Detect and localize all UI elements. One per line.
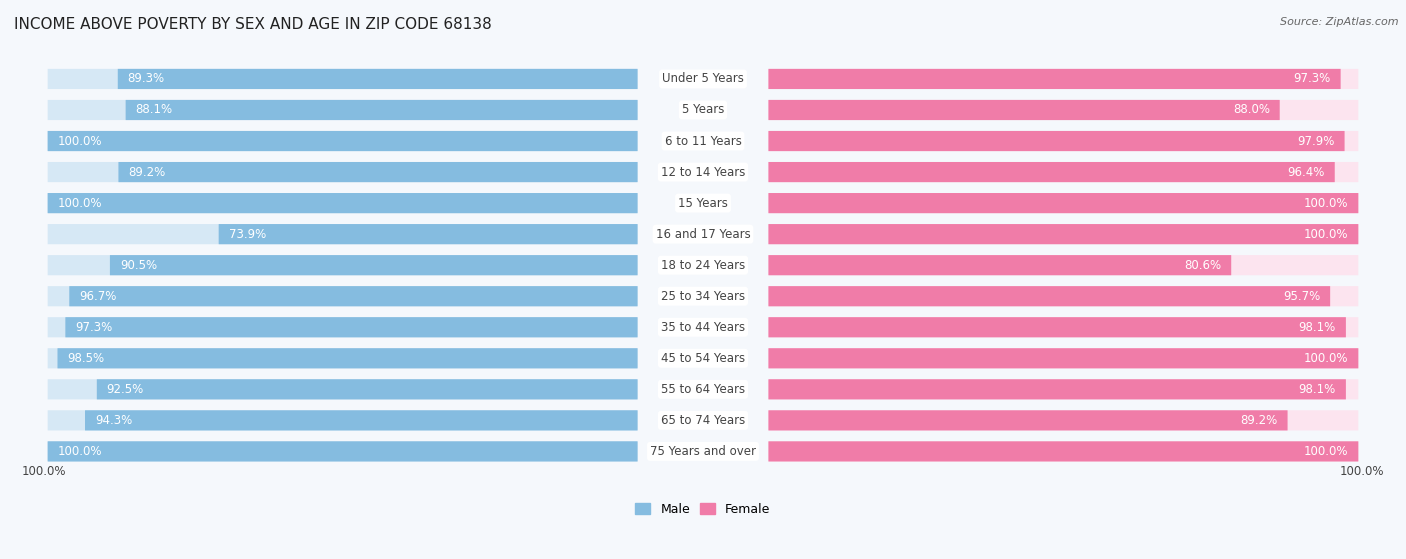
Text: 88.1%: 88.1% <box>135 103 173 116</box>
FancyBboxPatch shape <box>48 410 637 430</box>
FancyBboxPatch shape <box>769 100 1358 120</box>
Text: 97.3%: 97.3% <box>1294 73 1330 86</box>
Text: 100.0%: 100.0% <box>58 197 103 210</box>
FancyBboxPatch shape <box>48 162 637 182</box>
Text: INCOME ABOVE POVERTY BY SEX AND AGE IN ZIP CODE 68138: INCOME ABOVE POVERTY BY SEX AND AGE IN Z… <box>14 17 492 32</box>
FancyBboxPatch shape <box>769 69 1358 89</box>
FancyBboxPatch shape <box>48 100 637 120</box>
FancyBboxPatch shape <box>48 193 637 213</box>
Text: 5 Years: 5 Years <box>682 103 724 116</box>
FancyBboxPatch shape <box>118 162 637 182</box>
FancyBboxPatch shape <box>769 348 1358 368</box>
Text: 75 Years and over: 75 Years and over <box>650 445 756 458</box>
Text: 73.9%: 73.9% <box>229 228 266 240</box>
FancyBboxPatch shape <box>48 69 637 89</box>
Text: Under 5 Years: Under 5 Years <box>662 73 744 86</box>
Text: 100.0%: 100.0% <box>58 445 103 458</box>
FancyBboxPatch shape <box>97 379 637 400</box>
Text: 89.2%: 89.2% <box>128 165 166 178</box>
FancyBboxPatch shape <box>769 379 1358 400</box>
FancyBboxPatch shape <box>48 441 637 462</box>
FancyBboxPatch shape <box>769 100 1279 120</box>
Text: 55 to 64 Years: 55 to 64 Years <box>661 383 745 396</box>
FancyBboxPatch shape <box>769 317 1358 337</box>
Text: 18 to 24 Years: 18 to 24 Years <box>661 259 745 272</box>
Text: 100.0%: 100.0% <box>1303 352 1348 365</box>
Text: 16 and 17 Years: 16 and 17 Years <box>655 228 751 240</box>
FancyBboxPatch shape <box>769 379 1346 400</box>
FancyBboxPatch shape <box>48 131 637 151</box>
FancyBboxPatch shape <box>769 348 1358 368</box>
Text: 6 to 11 Years: 6 to 11 Years <box>665 135 741 148</box>
Text: 100.0%: 100.0% <box>1303 445 1348 458</box>
Text: Source: ZipAtlas.com: Source: ZipAtlas.com <box>1281 17 1399 27</box>
FancyBboxPatch shape <box>110 255 637 275</box>
Text: 25 to 34 Years: 25 to 34 Years <box>661 290 745 303</box>
FancyBboxPatch shape <box>769 410 1358 430</box>
Text: 89.3%: 89.3% <box>128 73 165 86</box>
FancyBboxPatch shape <box>58 348 637 368</box>
Text: 98.1%: 98.1% <box>1299 321 1336 334</box>
FancyBboxPatch shape <box>48 131 637 151</box>
FancyBboxPatch shape <box>48 286 637 306</box>
FancyBboxPatch shape <box>769 131 1344 151</box>
Text: 100.0%: 100.0% <box>1340 465 1385 478</box>
FancyBboxPatch shape <box>125 100 637 120</box>
FancyBboxPatch shape <box>48 441 637 462</box>
FancyBboxPatch shape <box>769 193 1358 213</box>
Text: 12 to 14 Years: 12 to 14 Years <box>661 165 745 178</box>
Text: 90.5%: 90.5% <box>120 259 157 272</box>
FancyBboxPatch shape <box>48 317 637 337</box>
FancyBboxPatch shape <box>769 317 1346 337</box>
FancyBboxPatch shape <box>769 441 1358 462</box>
FancyBboxPatch shape <box>769 286 1330 306</box>
FancyBboxPatch shape <box>48 348 637 368</box>
FancyBboxPatch shape <box>769 162 1334 182</box>
FancyBboxPatch shape <box>769 224 1358 244</box>
FancyBboxPatch shape <box>65 317 637 337</box>
Text: 96.7%: 96.7% <box>79 290 117 303</box>
Text: 45 to 54 Years: 45 to 54 Years <box>661 352 745 365</box>
FancyBboxPatch shape <box>769 255 1232 275</box>
Text: 15 Years: 15 Years <box>678 197 728 210</box>
Text: 94.3%: 94.3% <box>96 414 132 427</box>
Text: 95.7%: 95.7% <box>1284 290 1320 303</box>
Text: 96.4%: 96.4% <box>1288 165 1324 178</box>
Text: 100.0%: 100.0% <box>58 135 103 148</box>
FancyBboxPatch shape <box>48 379 637 400</box>
Legend: Male, Female: Male, Female <box>630 498 776 520</box>
Text: 100.0%: 100.0% <box>1303 228 1348 240</box>
FancyBboxPatch shape <box>48 193 637 213</box>
Text: 88.0%: 88.0% <box>1233 103 1270 116</box>
FancyBboxPatch shape <box>118 69 637 89</box>
Text: 92.5%: 92.5% <box>107 383 143 396</box>
FancyBboxPatch shape <box>48 224 637 244</box>
Text: 98.1%: 98.1% <box>1299 383 1336 396</box>
Text: 89.2%: 89.2% <box>1240 414 1278 427</box>
FancyBboxPatch shape <box>769 193 1358 213</box>
FancyBboxPatch shape <box>769 410 1288 430</box>
FancyBboxPatch shape <box>69 286 637 306</box>
Text: 98.5%: 98.5% <box>67 352 104 365</box>
FancyBboxPatch shape <box>769 69 1341 89</box>
FancyBboxPatch shape <box>84 410 637 430</box>
FancyBboxPatch shape <box>769 441 1358 462</box>
FancyBboxPatch shape <box>769 255 1358 275</box>
FancyBboxPatch shape <box>219 224 637 244</box>
Text: 100.0%: 100.0% <box>1303 197 1348 210</box>
FancyBboxPatch shape <box>769 224 1358 244</box>
Text: 65 to 74 Years: 65 to 74 Years <box>661 414 745 427</box>
FancyBboxPatch shape <box>769 162 1358 182</box>
FancyBboxPatch shape <box>769 131 1358 151</box>
FancyBboxPatch shape <box>48 255 637 275</box>
Text: 97.9%: 97.9% <box>1298 135 1334 148</box>
Text: 35 to 44 Years: 35 to 44 Years <box>661 321 745 334</box>
Text: 100.0%: 100.0% <box>21 465 66 478</box>
Text: 97.3%: 97.3% <box>76 321 112 334</box>
Text: 80.6%: 80.6% <box>1184 259 1222 272</box>
FancyBboxPatch shape <box>769 286 1358 306</box>
